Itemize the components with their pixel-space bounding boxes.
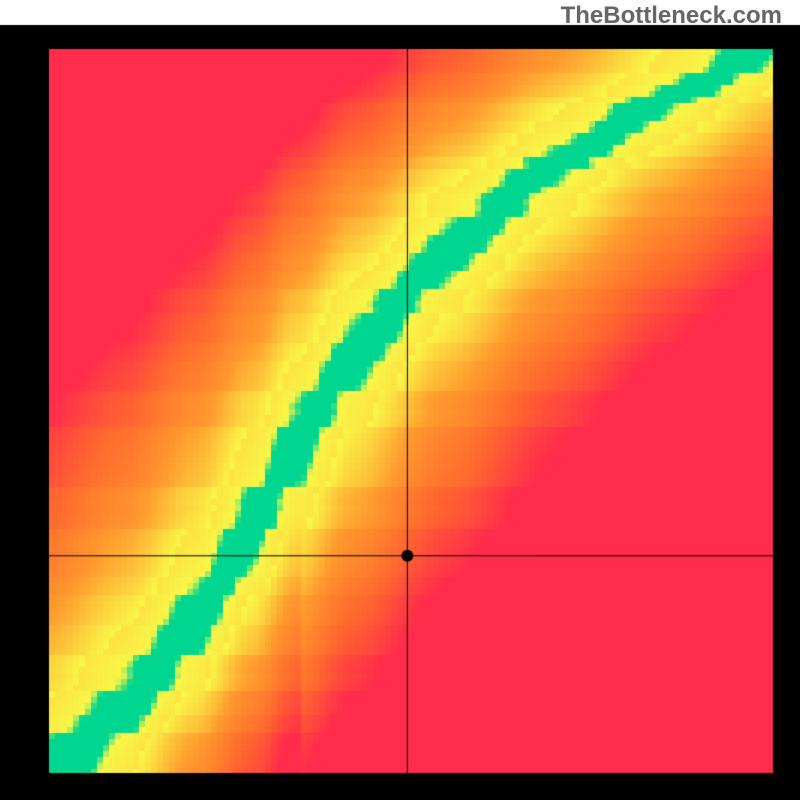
heatmap-canvas [0,0,800,800]
watermark-text: TheBottleneck.com [561,2,782,30]
chart-container: { "watermark": { "text": "TheBottleneck.… [0,0,800,800]
